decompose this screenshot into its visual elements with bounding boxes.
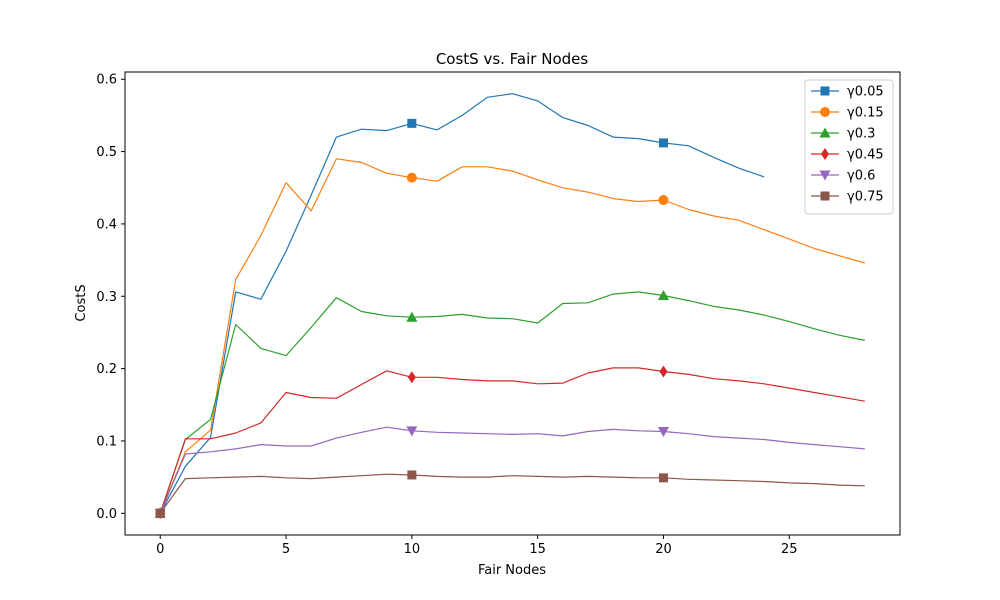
data-point-marker <box>155 508 165 518</box>
legend-entry: γ0.6 <box>811 169 875 184</box>
x-axis-label: Fair Nodes <box>478 563 546 578</box>
y-axis: 0.0 0.1 0.2 0.3 0.4 0.5 0.6 <box>96 73 125 522</box>
legend-entry: γ0.3 <box>811 127 875 142</box>
legend-marker <box>820 191 830 201</box>
legend-entry: γ0.05 <box>811 85 884 100</box>
series-line <box>159 473 865 514</box>
y-axis-label: CostS <box>74 284 89 321</box>
data-point-marker <box>406 311 418 322</box>
y-tick-label: 0.0 <box>96 507 117 522</box>
series-6 <box>155 470 865 518</box>
legend-entry: γ0.75 <box>811 190 884 205</box>
legend-label: γ0.45 <box>847 148 884 163</box>
data-point-marker <box>406 426 418 437</box>
y-tick-label: 0.4 <box>96 217 117 232</box>
legend-marker <box>820 86 830 96</box>
legend-entry: γ0.15 <box>811 106 884 121</box>
y-tick-label: 0.2 <box>96 362 117 377</box>
series-layer <box>154 93 865 520</box>
legend-label: γ0.15 <box>847 106 884 121</box>
x-tick-label: 5 <box>282 542 290 557</box>
x-tick-label: 10 <box>404 542 421 557</box>
y-tick-label: 0.3 <box>96 290 117 305</box>
legend-label: γ0.05 <box>847 85 884 100</box>
legend-entry: γ0.45 <box>811 148 884 163</box>
legend-label: γ0.3 <box>847 127 875 142</box>
y-tick-label: 0.1 <box>96 434 117 449</box>
x-tick-label: 15 <box>529 542 546 557</box>
data-point-marker <box>406 172 417 183</box>
legend-label: γ0.6 <box>847 169 875 184</box>
data-point-marker <box>658 473 668 483</box>
data-point-marker <box>407 118 417 128</box>
legend-label: γ0.75 <box>847 190 884 205</box>
series-line <box>159 291 865 514</box>
series-line <box>159 426 865 514</box>
legend-marker <box>819 127 831 138</box>
chart-title: CostS vs. Fair Nodes <box>436 50 589 68</box>
data-point-marker <box>657 427 669 438</box>
legend-marker <box>820 107 830 117</box>
data-point-marker <box>407 371 416 384</box>
plot-frame <box>124 71 901 536</box>
data-point-marker <box>658 138 668 148</box>
data-point-marker <box>657 290 669 301</box>
data-point-marker <box>659 365 668 378</box>
data-point-marker <box>407 470 417 480</box>
legend: γ0.05 γ0.15 γ0.3 γ0.45 γ0.6 γ0.75 <box>804 79 894 215</box>
series-line <box>159 158 865 514</box>
y-tick-label: 0.5 <box>96 145 117 160</box>
x-tick-label: 20 <box>655 542 672 557</box>
series-line <box>159 367 865 514</box>
x-tick-label: 0 <box>156 542 164 557</box>
legend-marker <box>821 148 829 160</box>
y-tick-label: 0.6 <box>96 73 117 88</box>
x-tick-label: 25 <box>781 542 798 557</box>
legend-marker <box>819 170 831 181</box>
data-point-marker <box>658 195 669 206</box>
x-axis: 0 5 10 15 20 25 <box>156 535 798 557</box>
